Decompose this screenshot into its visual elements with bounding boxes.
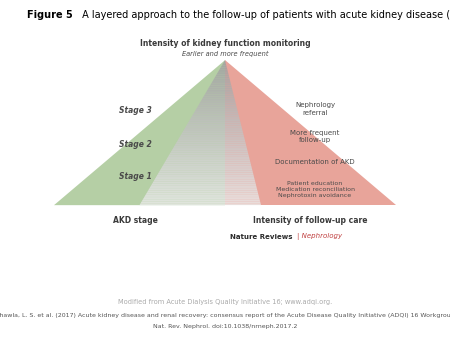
Text: Nephrology
referral: Nephrology referral bbox=[295, 102, 335, 116]
Text: Stage 1: Stage 1 bbox=[119, 172, 151, 181]
Text: Nat. Rev. Nephrol. doi:10.1038/nrneph.2017.2: Nat. Rev. Nephrol. doi:10.1038/nrneph.20… bbox=[153, 324, 297, 329]
Text: Intensity of follow-up care: Intensity of follow-up care bbox=[253, 216, 368, 225]
Text: Figure 5: Figure 5 bbox=[27, 10, 73, 20]
Text: | Nephrology: | Nephrology bbox=[297, 233, 342, 240]
Text: AKD stage: AKD stage bbox=[112, 216, 158, 225]
Text: Nature Reviews: Nature Reviews bbox=[230, 234, 292, 240]
Text: A layered approach to the follow-up of patients with acute kidney disease (AKD): A layered approach to the follow-up of p… bbox=[79, 10, 450, 20]
Text: Stage 3: Stage 3 bbox=[119, 106, 151, 115]
Text: More frequent
follow-up: More frequent follow-up bbox=[290, 130, 340, 143]
Text: Earlier and more frequent: Earlier and more frequent bbox=[182, 50, 268, 57]
Text: Stage 2: Stage 2 bbox=[119, 140, 151, 149]
Text: Documentation of AKD: Documentation of AKD bbox=[275, 159, 355, 165]
Text: Intensity of kidney function monitoring: Intensity of kidney function monitoring bbox=[140, 39, 310, 48]
Text: Patient education
Medication reconciliation
Nephrotoxin avoidance: Patient education Medication reconciliat… bbox=[275, 180, 355, 198]
Text: Modified from Acute Dialysis Quality Initiative 16; www.adqi.org.: Modified from Acute Dialysis Quality Ini… bbox=[118, 299, 332, 305]
Text: Chawla, L. S. et al. (2017) Acute kidney disease and renal recovery: consensus r: Chawla, L. S. et al. (2017) Acute kidney… bbox=[0, 313, 450, 318]
